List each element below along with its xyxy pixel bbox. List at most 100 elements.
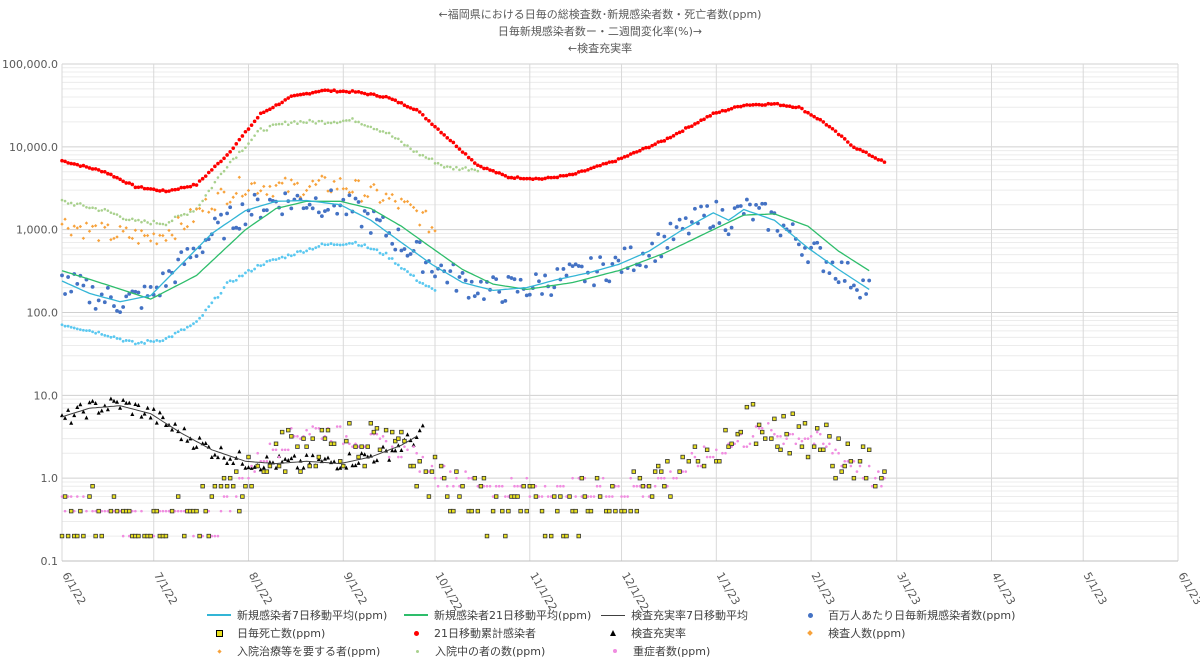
severe-point — [387, 455, 391, 459]
tests-point — [179, 221, 183, 226]
hospitalized-point — [323, 243, 327, 247]
cum21-point — [335, 90, 339, 94]
deaths-point — [879, 475, 884, 481]
in-treatment-point — [409, 147, 412, 151]
severe-point — [280, 448, 284, 452]
tests-point — [121, 229, 125, 233]
tests-point — [100, 221, 104, 225]
cum21-point — [729, 106, 734, 111]
deaths-point — [273, 441, 279, 446]
hospitalized-point — [399, 266, 403, 270]
cum21-point — [292, 93, 297, 98]
new-daily-point — [139, 306, 144, 310]
new-daily-point — [711, 224, 716, 229]
cum21-point — [93, 167, 98, 171]
in-treatment-point — [445, 165, 449, 168]
severe-point — [403, 445, 406, 448]
tests-point — [255, 191, 260, 196]
tests-point — [405, 199, 410, 204]
tests-point — [142, 233, 147, 238]
severe-point — [234, 495, 238, 498]
deaths-point — [243, 483, 248, 489]
deaths-point — [472, 475, 477, 481]
deaths-point — [81, 533, 86, 539]
cum21-point — [362, 91, 367, 96]
severe-point — [867, 464, 871, 468]
legend-item: 入院中の者の数(ppm) — [403, 643, 601, 659]
severe-point — [427, 470, 431, 473]
deaths-point — [393, 438, 398, 444]
new-daily-point — [81, 283, 86, 288]
new-daily-point — [858, 295, 862, 300]
cum21-point — [833, 129, 838, 133]
in-treatment-point — [400, 140, 403, 144]
cum21-point — [365, 92, 370, 97]
new-daily-point — [310, 206, 315, 211]
new-daily-point — [509, 276, 514, 280]
cum21-point — [595, 164, 599, 168]
severe-point — [118, 509, 122, 513]
new-daily-point — [512, 277, 517, 282]
severe-point — [311, 425, 315, 428]
deaths-point — [371, 429, 377, 435]
severe-point — [571, 476, 574, 480]
new-daily-point — [543, 273, 547, 278]
cum21-point — [170, 188, 174, 192]
deaths-point — [319, 427, 325, 433]
test-ratio-point — [283, 456, 288, 461]
new-daily-point — [243, 222, 248, 227]
cum21-point — [702, 117, 706, 122]
cum21-point — [521, 176, 526, 181]
hospitalized-point — [85, 329, 88, 332]
cum21-point — [824, 123, 829, 127]
tests-point — [176, 215, 180, 220]
in-treatment-point — [189, 210, 192, 213]
legend-item: 検査人数(ppm) — [796, 625, 1025, 641]
new-daily-point — [567, 262, 572, 267]
hospitalized-point — [210, 301, 214, 305]
cum21-point — [873, 156, 878, 160]
new-daily-point — [647, 253, 651, 258]
new-daily-point — [815, 240, 820, 245]
in-treatment-point — [216, 176, 220, 179]
new-daily-point — [133, 289, 138, 294]
tests-point — [161, 233, 165, 238]
severe-point — [794, 442, 798, 446]
deaths-point — [460, 483, 465, 489]
tests-point — [427, 230, 431, 234]
severe-point — [672, 476, 675, 480]
deaths-point — [634, 508, 640, 514]
new-daily-point — [365, 211, 370, 216]
severe-point — [253, 470, 256, 473]
test-ratio-point — [111, 398, 116, 403]
hospitalized-point — [75, 327, 79, 331]
deaths-point — [784, 431, 789, 437]
deaths-point — [206, 533, 211, 539]
severe-point — [192, 534, 195, 538]
deaths-point — [756, 422, 762, 428]
in-treatment-point — [91, 206, 94, 209]
cum21-point — [182, 185, 187, 190]
cum21-point — [445, 136, 450, 140]
test-ratio-point — [145, 405, 150, 410]
hospitalized-point — [387, 257, 391, 260]
deaths-point — [882, 469, 887, 474]
in-treatment-point — [72, 204, 76, 207]
severe-point — [632, 484, 636, 488]
cum21-point — [573, 172, 578, 176]
test-ratio-point — [124, 400, 129, 405]
in-treatment-point — [158, 222, 162, 226]
cum21-point — [509, 175, 514, 180]
deaths-point — [481, 475, 487, 481]
severe-point — [656, 476, 660, 480]
in-treatment-point — [149, 222, 152, 226]
deaths-point — [127, 508, 132, 514]
in-treatment-point — [167, 220, 171, 224]
hospitalized-point — [268, 259, 272, 262]
in-treatment-point — [403, 143, 406, 147]
severe-point — [94, 509, 97, 513]
in-treatment-point — [293, 120, 296, 123]
new-daily-point — [821, 269, 826, 274]
cum21-point — [845, 140, 850, 144]
